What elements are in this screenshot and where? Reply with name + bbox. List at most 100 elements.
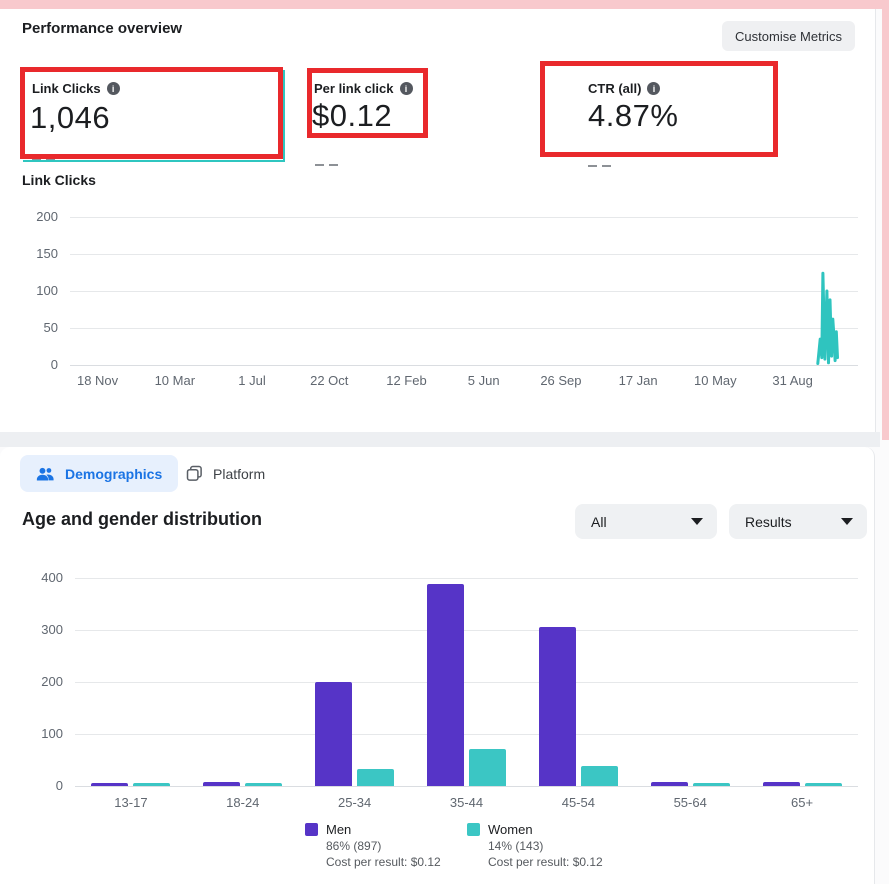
gridline [75,630,858,631]
metric-label: Link Clicks i [32,81,120,96]
panel-title: Performance overview [22,20,183,37]
bar-men-65+ [762,782,800,786]
x-axis-tick: 12 Feb [386,373,427,388]
info-icon[interactable]: i [399,82,413,95]
annotation-highlight-right [882,0,889,440]
y-axis-tick: 0 [50,357,58,372]
metric-label-text: Per link click [314,81,394,96]
gridline [70,365,858,366]
gridline [75,682,858,683]
x-axis-tick: 25-34 [338,795,372,810]
women-swatch [467,823,480,836]
legend-men: Men 86% (897) Cost per result: $0.12 [305,822,441,870]
metric-dropdown[interactable]: Results [729,504,867,539]
bar-women-25-34 [357,769,395,786]
customise-metrics-button[interactable]: Customise Metrics [722,21,855,51]
chevron-down-icon [691,518,703,525]
placeholder-dashes [32,148,60,166]
gridline [75,578,858,579]
metric-label-text: Link Clicks [32,81,101,96]
age-gender-bar-chart: 400 300 200 100 0 13-17 18-24 25-34 35-44 45-54 55… [0,557,874,817]
legend-cost: Cost per result: $0.12 [488,855,603,869]
x-axis-tick: 35-44 [449,795,484,810]
gridline [70,254,858,255]
y-axis-tick: 0 [55,778,63,793]
bar-women-55-64 [692,782,730,786]
tab-label: Demographics [65,465,163,482]
metric-card-ctr-all[interactable]: CTR (all) i 4.87% [540,61,778,167]
gridline [70,217,858,218]
x-axis-tick: 17 Jan [618,373,658,388]
gridline [75,786,858,787]
metric-value: $0.12 [312,98,393,133]
x-axis-tick: 10 May [694,373,737,388]
breakdown-dropdown[interactable]: All [575,504,717,539]
bar-men-25-34 [315,682,353,786]
y-axis-tick: 300 [41,622,63,637]
bar-women-45-54 [580,765,618,786]
metric-label: CTR (all) i [588,81,661,96]
y-axis-tick: 150 [36,246,58,261]
y-axis-tick: 100 [41,726,63,741]
men-swatch [305,823,318,836]
bar-men-45-54 [538,627,576,786]
chevron-down-icon [841,518,853,525]
metric-card-link-clicks[interactable]: Link Clicks i 1,046 [20,67,285,162]
panel-divider [0,432,880,447]
info-icon[interactable]: i [106,82,120,95]
legend-share: 14% (143) [488,839,544,853]
bar-men-13-17 [91,782,129,786]
legend-name: Women [488,822,533,837]
annotation-highlight-top [0,0,889,9]
bar-men-35-44 [427,584,464,786]
metric-value: 4.87% [588,98,679,133]
tab-platform[interactable]: Platform [170,455,281,492]
x-axis-tick: 1 Jul [238,373,266,388]
y-axis-tick: 400 [41,570,63,585]
tab-demographics[interactable]: Demographics [20,455,179,492]
gridline [70,328,858,329]
link-clicks-series-line [816,271,839,365]
dropdown-value: Results [745,513,792,530]
y-axis-tick: 200 [36,209,58,224]
frames-icon [186,465,202,481]
people-icon [36,467,54,481]
x-axis-tick: 31 Aug [772,373,813,388]
y-axis-tick: 50 [43,320,58,335]
line-chart-title: Link Clicks [22,172,96,188]
legend-cost: Cost per result: $0.12 [326,855,441,869]
metric-card-per-link-click[interactable]: Per link click i $0.12 [307,68,428,166]
metric-label-text: CTR (all) [588,81,642,96]
placeholder-dashes [315,153,343,171]
x-axis-tick: 18 Nov [76,373,119,388]
legend-name: Men [326,822,352,837]
y-axis-tick: 100 [36,283,58,298]
x-axis-tick: 10 Mar [154,373,196,388]
x-axis-tick: 45-54 [561,795,595,810]
y-axis-tick: 200 [41,674,63,689]
placeholder-dashes [588,154,616,172]
x-axis-tick: 55-64 [673,795,707,810]
legend-share: 86% (897) [326,839,382,853]
bar-men-55-64 [650,782,688,786]
x-axis-tick: 5 Jun [467,373,500,388]
x-axis-tick: 18-24 [226,795,260,810]
link-clicks-line-chart: 200 150 100 50 0 18 Nov 10 Mar 1 Jul 22 Oct 12 Fe… [0,193,875,398]
bar-women-18-24 [245,782,283,786]
metric-value: 1,046 [30,100,111,135]
info-icon[interactable]: i [647,82,661,95]
x-axis-tick: 22 Oct [310,373,349,388]
gridline [75,734,858,735]
tab-label: Platform [213,465,266,482]
dropdown-value: All [591,513,607,530]
section-title: Age and gender distribution [22,509,263,529]
x-axis-tick: 26 Sep [540,373,582,388]
gridline [70,291,858,292]
metric-label: Per link click i [314,81,413,96]
bar-men-18-24 [203,782,241,786]
performance-overview-panel: Performance overview Customise Metrics L… [0,9,876,432]
bar-women-65+ [804,782,842,786]
x-axis-tick: 65+ [791,795,814,810]
x-axis-tick: 13-17 [114,795,148,810]
bar-women-35-44 [469,749,506,786]
